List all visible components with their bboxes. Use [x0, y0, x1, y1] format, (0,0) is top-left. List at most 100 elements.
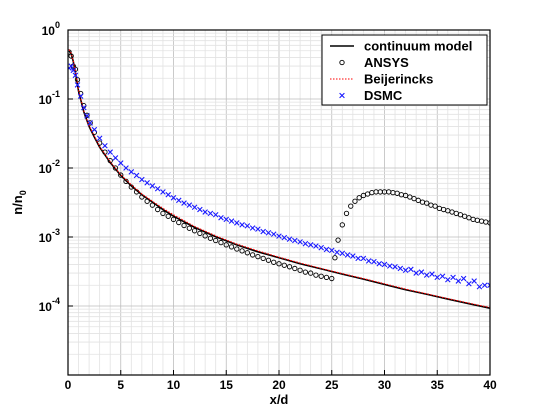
data-point	[318, 273, 324, 279]
data-point	[292, 237, 298, 244]
data-point	[413, 270, 419, 276]
data-point	[297, 239, 303, 245]
data-point	[297, 267, 303, 273]
x-tick-label: 0	[65, 378, 72, 392]
data-point	[181, 222, 187, 229]
data-point	[112, 165, 119, 171]
x-tick-label: 30	[378, 378, 392, 392]
data-point	[394, 190, 400, 196]
data-point	[81, 104, 87, 111]
data-point	[160, 210, 166, 217]
data-point	[102, 142, 108, 149]
data-point	[371, 258, 377, 265]
data-point	[286, 236, 293, 242]
legend-item: Beijerincks	[330, 72, 433, 87]
legend-label: DSMC	[364, 88, 403, 103]
data-point	[355, 255, 361, 262]
data-point	[460, 275, 467, 282]
data-point	[429, 271, 435, 277]
x-tick-label: 25	[325, 378, 339, 392]
data-point	[445, 276, 451, 283]
data-point	[487, 282, 490, 289]
data-point	[202, 209, 208, 215]
data-point	[223, 242, 229, 248]
data-point	[70, 67, 77, 74]
data-point	[292, 265, 298, 272]
data-point	[339, 250, 346, 257]
data-point	[281, 262, 287, 268]
data-point	[149, 183, 156, 189]
data-point	[197, 230, 203, 236]
data-point	[234, 220, 240, 226]
data-point	[218, 239, 224, 246]
data-point	[144, 180, 150, 186]
data-point	[398, 192, 405, 198]
data-point	[128, 169, 135, 175]
data-point	[466, 280, 472, 287]
data-point	[260, 228, 266, 235]
data-point	[176, 219, 182, 226]
data-point	[186, 225, 192, 231]
data-point	[239, 248, 245, 254]
data-point	[323, 274, 330, 281]
data-point	[432, 203, 438, 209]
data-point	[276, 261, 282, 267]
x-axis-label: x/d	[270, 392, 289, 404]
data-point	[478, 218, 485, 224]
y-axis-label-sub: 0	[18, 190, 28, 195]
data-point	[352, 198, 358, 204]
data-point	[377, 189, 383, 195]
ticks: 0 5 10 15 20 25 30 35 40 100 10-1 10-2 10-3 10-4	[39, 20, 497, 392]
data-point	[323, 246, 330, 253]
data-point	[302, 269, 309, 275]
data-point	[470, 216, 476, 223]
data-point	[408, 266, 414, 273]
y-tick-label: 10-3	[39, 227, 60, 245]
data-point	[170, 216, 177, 223]
series-beijerincks	[68, 49, 490, 309]
data-point	[72, 72, 79, 79]
data-point	[411, 195, 417, 202]
legend-item: DSMC	[339, 88, 403, 103]
data-point	[186, 202, 193, 208]
data-point	[360, 255, 367, 262]
data-point	[350, 253, 356, 259]
data-point	[339, 222, 345, 228]
x-tick-label: 15	[220, 378, 234, 392]
data-point	[318, 244, 324, 251]
legend-item: continuum model	[330, 39, 472, 54]
legend-label: continuum model	[364, 39, 472, 54]
data-point	[133, 172, 140, 179]
data-point	[170, 195, 177, 201]
data-point	[402, 267, 409, 274]
data-point	[439, 273, 446, 280]
data-point	[123, 165, 129, 171]
data-point	[334, 249, 340, 256]
data-point	[348, 203, 354, 209]
data-point	[149, 202, 156, 208]
data-point	[476, 283, 483, 290]
data-point	[181, 200, 187, 206]
data-point	[191, 228, 198, 234]
data-point	[77, 93, 84, 99]
legend-swatch	[339, 59, 345, 66]
data-point	[265, 230, 272, 236]
data-point	[165, 191, 172, 198]
x-tick-label: 10	[167, 378, 181, 392]
data-point	[276, 233, 282, 239]
series-line	[68, 49, 490, 309]
x-tick-label: 40	[483, 378, 497, 392]
data-point	[332, 255, 338, 261]
data-point	[356, 195, 362, 201]
data-point	[212, 211, 219, 218]
data-point	[87, 120, 93, 126]
data-point	[415, 197, 421, 203]
data-point	[381, 261, 388, 268]
data-point	[197, 206, 203, 213]
data-point	[154, 185, 161, 192]
data-point	[139, 176, 145, 183]
x-tick-label: 35	[431, 378, 445, 392]
data-point	[128, 184, 134, 190]
data-point	[74, 82, 81, 88]
data-point	[68, 53, 74, 59]
